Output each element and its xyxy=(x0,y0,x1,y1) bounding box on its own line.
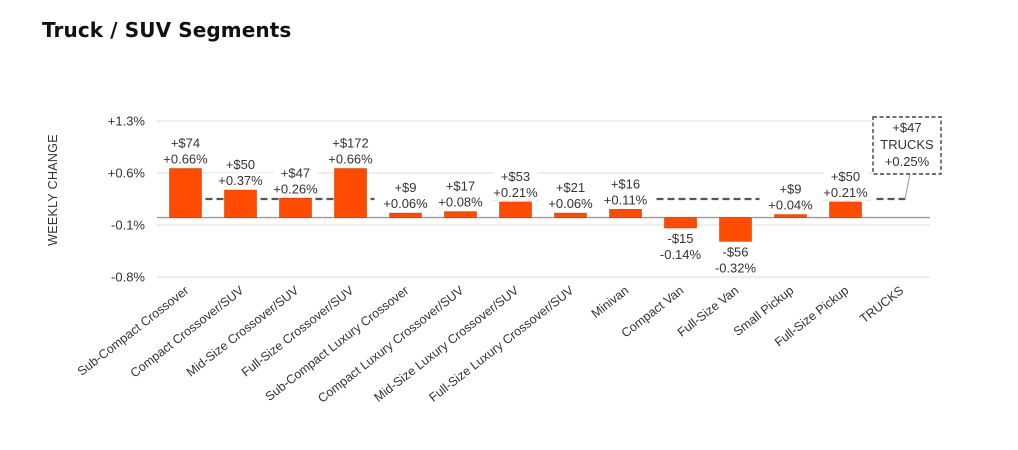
dollar-label: +$9 xyxy=(779,182,801,197)
x-tick-label: Minivan xyxy=(589,283,632,321)
percent-label: +0.26% xyxy=(273,181,318,196)
dollar-label: +$74 xyxy=(171,136,200,151)
label-background xyxy=(163,135,208,151)
label-background xyxy=(713,244,758,260)
data-label-group: +$9+0.06% xyxy=(374,180,437,212)
label-background xyxy=(154,151,217,167)
annotation-label: TRUCKS xyxy=(880,137,934,152)
percent-label: +0.66% xyxy=(163,152,208,167)
bar xyxy=(664,217,697,229)
bar xyxy=(389,212,422,218)
percent-label: +0.06% xyxy=(383,196,428,211)
dollar-label: +$21 xyxy=(556,180,585,195)
percent-label: +0.37% xyxy=(218,173,263,188)
bar xyxy=(169,168,202,218)
bar xyxy=(334,168,367,218)
label-background xyxy=(319,151,382,167)
percent-label: +0.66% xyxy=(328,152,373,167)
bar xyxy=(444,211,477,218)
bar xyxy=(554,212,587,218)
data-label-group: +$17+0.08% xyxy=(429,178,492,210)
dollar-label: +$17 xyxy=(446,179,475,194)
label-background xyxy=(814,184,877,200)
y-tick-label: -0.8% xyxy=(111,270,145,285)
label-background xyxy=(704,260,767,276)
bar xyxy=(279,197,312,218)
label-background xyxy=(328,135,373,151)
bars xyxy=(169,168,862,242)
bar xyxy=(499,201,532,218)
percent-label: -0.32% xyxy=(715,260,757,275)
percent-label: +0.21% xyxy=(493,185,538,200)
x-tick-label: TRUCKS xyxy=(857,283,906,326)
label-background xyxy=(594,192,657,208)
trucks-annotation: +$47 TRUCKS +0.25% xyxy=(872,116,942,200)
label-background xyxy=(374,196,437,212)
data-label-group: +$50+0.37% xyxy=(209,157,272,189)
page-title: Truck / SUV Segments xyxy=(42,18,292,42)
dollar-label: -$56 xyxy=(722,244,748,259)
dollar-label: +$172 xyxy=(332,136,369,151)
y-axis-ticks: +1.3% +0.6% -0.1% -0.8% xyxy=(108,114,146,285)
y-tick-label: -0.1% xyxy=(111,218,145,233)
y-tick-label: +1.3% xyxy=(108,114,146,129)
data-label-group: -$15-0.14% xyxy=(649,230,712,262)
label-background xyxy=(429,194,492,210)
label-background xyxy=(273,165,318,181)
label-background xyxy=(759,197,822,213)
dollar-label: +$47 xyxy=(281,165,310,180)
label-background xyxy=(548,180,593,196)
annotation-percent: +0.25% xyxy=(885,154,930,169)
label-background xyxy=(603,176,648,192)
label-background xyxy=(383,180,428,196)
data-label-group: +$172+0.66% xyxy=(319,135,382,167)
data-label-group: +$53+0.21% xyxy=(484,168,547,200)
bar xyxy=(719,217,752,242)
dollar-label: +$9 xyxy=(394,180,416,195)
annotation-leader-line xyxy=(904,173,911,200)
label-background xyxy=(218,157,263,173)
bar xyxy=(224,189,257,218)
dollar-label: -$15 xyxy=(667,231,693,246)
percent-label: +0.08% xyxy=(438,195,483,210)
data-label-group: +$21+0.06% xyxy=(539,180,602,212)
label-background xyxy=(658,230,703,246)
label-background xyxy=(768,181,813,197)
label-background xyxy=(438,178,483,194)
dollar-label: +$16 xyxy=(611,176,640,191)
annotation-box xyxy=(872,116,942,175)
label-background xyxy=(539,196,602,212)
y-tick-label: +0.6% xyxy=(108,166,146,181)
bar xyxy=(609,209,642,218)
annotation-dollar: +$47 xyxy=(892,120,921,135)
label-background xyxy=(484,184,547,200)
data-label-group: +$74+0.66% xyxy=(154,135,217,167)
percent-label: +0.04% xyxy=(768,198,813,213)
label-background xyxy=(264,181,327,197)
data-label-group: +$9+0.04% xyxy=(759,181,822,213)
percent-label: +0.06% xyxy=(548,196,593,211)
y-axis-label: WEEKLY CHANGE xyxy=(46,134,60,246)
data-label-group: +$47+0.26% xyxy=(264,165,327,197)
x-tick-label: Full-Size Van xyxy=(675,283,742,339)
bar xyxy=(774,214,807,218)
percent-label: +0.21% xyxy=(823,185,868,200)
data-label-group: +$16+0.11% xyxy=(594,176,657,208)
dollar-label: +$50 xyxy=(226,157,255,172)
data-label-group: -$56-0.32% xyxy=(704,244,767,276)
percent-label: -0.14% xyxy=(660,247,702,262)
data-label-group: +$50+0.21% xyxy=(814,168,877,200)
label-background xyxy=(209,173,272,189)
data-labels: +$74+0.66% +$50+0.37%+$47+0.26%+$172+0.66… xyxy=(154,135,877,276)
dollar-label: +$53 xyxy=(501,169,530,184)
bar xyxy=(829,201,862,218)
percent-label: +0.11% xyxy=(604,192,648,207)
dollar-label: +$50 xyxy=(831,169,860,184)
label-background xyxy=(823,168,868,184)
label-background xyxy=(649,246,712,262)
label-background xyxy=(493,168,538,184)
